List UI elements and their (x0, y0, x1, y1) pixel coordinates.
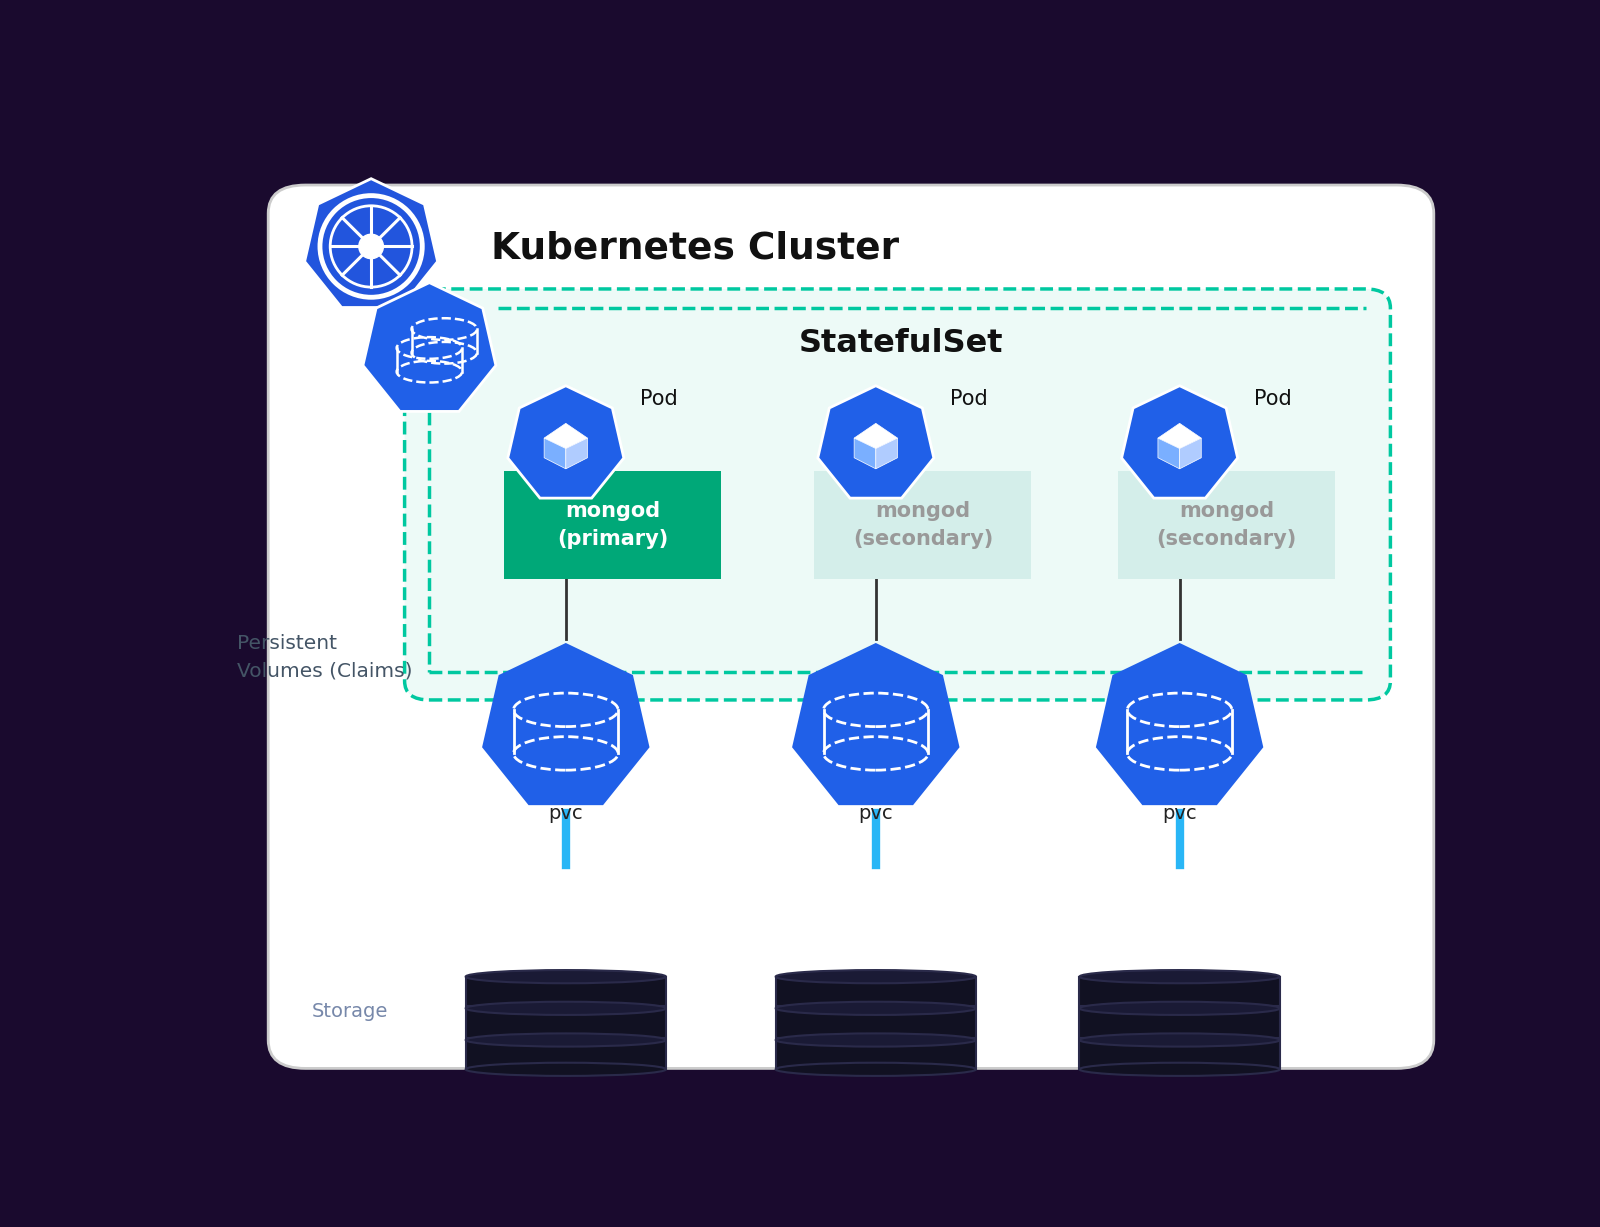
Polygon shape (1098, 644, 1262, 804)
FancyBboxPatch shape (776, 977, 976, 1006)
Ellipse shape (466, 971, 666, 983)
Ellipse shape (1080, 1033, 1280, 1047)
FancyBboxPatch shape (814, 471, 1032, 579)
FancyBboxPatch shape (466, 1009, 666, 1038)
Text: pvc: pvc (549, 804, 582, 823)
Polygon shape (363, 282, 496, 411)
Polygon shape (483, 644, 648, 804)
Text: Persistent
Volumes (Claims): Persistent Volumes (Claims) (237, 634, 413, 681)
Ellipse shape (466, 1001, 666, 1015)
FancyBboxPatch shape (269, 185, 1434, 1069)
Ellipse shape (466, 1033, 666, 1047)
Ellipse shape (776, 1033, 976, 1047)
Polygon shape (854, 438, 875, 469)
Ellipse shape (776, 1001, 976, 1015)
FancyBboxPatch shape (1080, 977, 1280, 1006)
FancyBboxPatch shape (1080, 1009, 1280, 1038)
FancyBboxPatch shape (776, 1040, 976, 1069)
Polygon shape (1122, 385, 1238, 498)
FancyBboxPatch shape (1080, 1040, 1280, 1069)
Ellipse shape (358, 234, 384, 259)
Polygon shape (507, 385, 624, 498)
Ellipse shape (1080, 1063, 1280, 1076)
Polygon shape (1158, 438, 1179, 469)
Text: Pod: Pod (1254, 389, 1291, 410)
Polygon shape (1179, 438, 1202, 469)
Ellipse shape (776, 971, 976, 983)
Ellipse shape (466, 1063, 666, 1076)
Text: Pod: Pod (640, 389, 678, 410)
Text: Storage: Storage (312, 1002, 387, 1021)
Text: pvc: pvc (1162, 804, 1197, 823)
Text: StatefulSet: StatefulSet (798, 329, 1003, 360)
FancyBboxPatch shape (466, 1040, 666, 1069)
Text: pvc: pvc (859, 804, 893, 823)
FancyBboxPatch shape (776, 1009, 976, 1038)
Polygon shape (1158, 423, 1202, 449)
Polygon shape (854, 423, 898, 449)
Text: Pod: Pod (950, 389, 987, 410)
Text: mongod
(secondary): mongod (secondary) (1157, 501, 1298, 550)
FancyBboxPatch shape (466, 977, 666, 1006)
Text: Kubernetes Cluster: Kubernetes Cluster (491, 231, 899, 266)
Polygon shape (875, 438, 898, 469)
Polygon shape (818, 385, 934, 498)
Polygon shape (566, 438, 587, 469)
FancyBboxPatch shape (504, 471, 722, 579)
Polygon shape (544, 438, 566, 469)
Ellipse shape (1080, 1001, 1280, 1015)
Text: mongod
(secondary): mongod (secondary) (853, 501, 994, 550)
Polygon shape (544, 423, 587, 449)
Ellipse shape (1080, 971, 1280, 983)
Text: mongod
(primary): mongod (primary) (557, 501, 669, 550)
FancyBboxPatch shape (1118, 471, 1336, 579)
FancyBboxPatch shape (405, 290, 1390, 699)
Polygon shape (794, 644, 958, 804)
Ellipse shape (776, 1063, 976, 1076)
Polygon shape (304, 179, 438, 308)
